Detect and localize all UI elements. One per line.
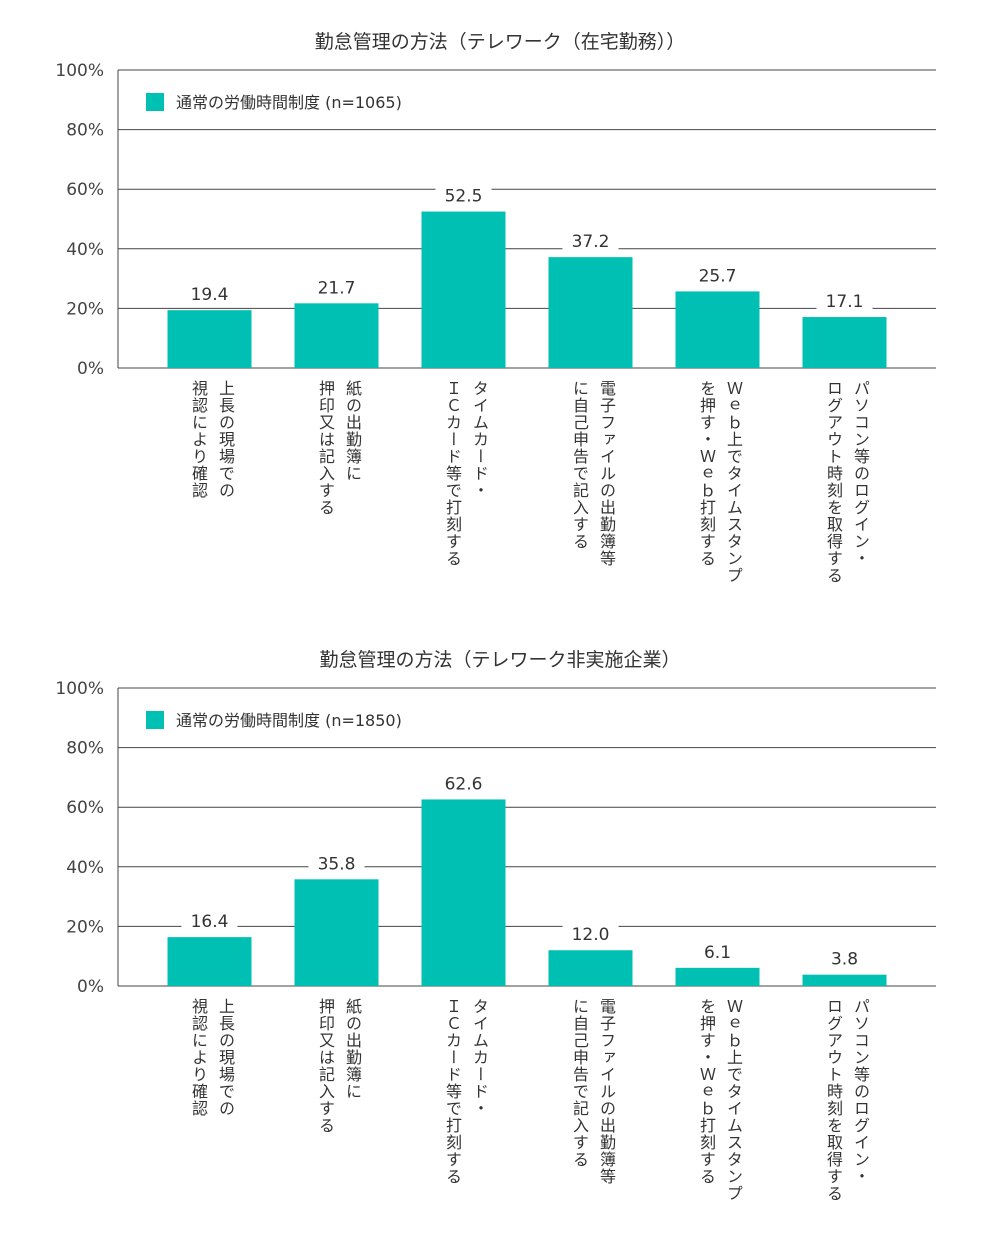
chart-telework: 勤怠管理の方法（テレワーク（在宅勤務）） 100% 80% 60% 40% 20% 0% 通常… [55,31,936,584]
y-tick-label: 100% [55,61,104,81]
category-label: 紙の出勤簿に [343,380,362,482]
value-label: 19.4 [191,285,229,305]
value-label: 16.4 [191,912,229,932]
value-label: 25.7 [699,266,737,286]
value-label: 17.1 [826,292,864,312]
category-label: 視認により確認 [189,998,208,1117]
value-label-bg [181,909,238,934]
value-label: 3.8 [831,950,858,970]
value-label-bg [816,289,873,314]
chart-title: 勤怠管理の方法（テレワーク非実施企業） [319,649,680,671]
y-tick-label: 60% [66,798,104,818]
legend-swatch [146,93,164,111]
value-label-bg [689,939,746,964]
y-tick-label: 20% [66,299,104,319]
value-label: 35.8 [318,854,356,874]
y-tick-label: 40% [66,858,104,878]
value-label: 52.5 [445,187,483,207]
legend-label: 通常の労働時間制度 (n=1065) [176,93,402,112]
value-label: 12.0 [572,925,610,945]
value-label-bg [562,229,619,254]
category-label: ログアウト時刻を取得する [824,998,843,1202]
category-label: タイムカード・ [470,380,489,499]
value-label: 62.6 [445,774,483,794]
value-label-bg [308,851,365,876]
category-label: を押す・Ｗｅｂ打刻する [697,998,716,1185]
category-label: パソコン等のログイン・ [851,380,870,567]
value-label-bg [562,922,619,947]
category-label: Ｗｅｂ上でタイムスタンプ [724,998,743,1202]
value-label: 37.2 [572,232,610,252]
bar [548,257,633,368]
category-label: 押印又は記入する [316,380,335,516]
bar [421,799,506,986]
category-label: に自己申告で記入する [570,998,589,1168]
value-label: 6.1 [704,943,731,963]
legend-swatch [146,711,164,729]
value-label-bg [689,263,746,288]
bar [675,291,760,368]
legend-label: 通常の労働時間制度 (n=1850) [176,711,402,730]
value-label-bg [435,771,492,796]
category-label: 押印又は記入する [316,998,335,1134]
bar [802,317,887,368]
y-tick-label: 40% [66,240,104,260]
category-label: 電子ファイルの出勤簿等 [597,998,616,1185]
value-label-bg [816,946,873,971]
y-tick-label: 20% [66,917,104,937]
category-label: ログアウト時刻を取得する [824,380,843,584]
chart-non-telework: 勤怠管理の方法（テレワーク非実施企業） 100% 80% 60% 40% 20% 0% 通常の… [55,649,936,1202]
chart-title: 勤怠管理の方法（テレワーク（在宅勤務）） [315,31,686,53]
category-label: Ｗｅｂ上でタイムスタンプ [724,380,743,584]
y-tick-label: 100% [55,679,104,699]
value-label: 21.7 [318,278,356,298]
bar [421,211,506,368]
bar [167,937,252,986]
bar [675,967,760,986]
category-label: ＩＣカード等で打刻する [443,380,462,567]
category-label: を押す・Ｗｅｂ打刻する [697,380,716,567]
y-tick-label: 80% [66,121,104,141]
bar [294,879,379,986]
category-label: タイムカード・ [470,998,489,1117]
bar [294,303,379,368]
value-label-bg [181,282,238,307]
category-label: 紙の出勤簿に [343,998,362,1100]
category-label: ＩＣカード等で打刻する [443,998,462,1185]
category-label: 上長の現場での [216,998,235,1117]
y-tick-label: 80% [66,739,104,759]
category-label: 電子ファイルの出勤簿等 [597,380,616,567]
category-label: に自己申告で記入する [570,380,589,550]
category-label: 上長の現場での [216,380,235,499]
category-label: 視認により確認 [189,380,208,499]
y-tick-label: 0% [77,359,104,379]
bar [167,310,252,368]
value-label-bg [435,183,492,208]
category-label: パソコン等のログイン・ [851,998,870,1185]
bar [548,950,633,986]
bar [802,974,887,986]
value-label-bg [308,275,365,300]
y-tick-label: 60% [66,180,104,200]
y-tick-label: 0% [77,977,104,997]
